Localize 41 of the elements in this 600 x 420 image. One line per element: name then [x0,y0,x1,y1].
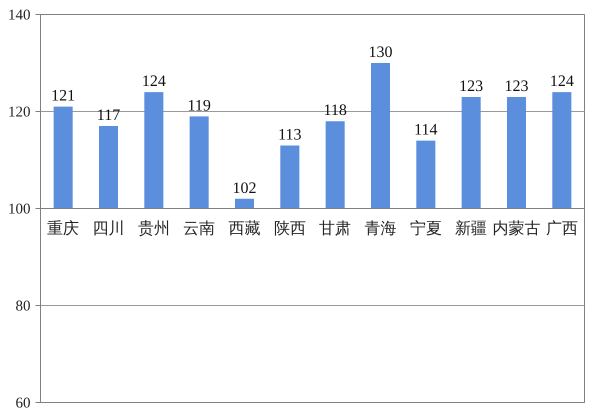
data-label: 123 [459,78,484,95]
x-tick-label: 新疆 [455,220,488,238]
bar [326,121,345,208]
bar [190,116,209,208]
bar [144,92,164,208]
x-tick-label: 宁夏 [410,220,442,238]
data-label: 124 [142,73,166,90]
bar [280,145,300,208]
data-label: 102 [232,180,256,197]
bar [98,126,118,208]
data-label: 118 [323,102,347,120]
data-label: 113 [278,126,302,144]
data-label: 124 [550,73,574,90]
x-tick-label: 青海 [364,220,396,238]
bar [506,96,526,208]
data-label: 114 [414,122,438,139]
y-tick-label: 140 [8,8,30,24]
x-tick-label: 西藏 [228,220,260,238]
x-tick-label: 陕西 [274,220,306,238]
y-tick-label: 80 [16,298,30,314]
x-tick-label: 云南 [183,220,216,238]
x-tick-label: 重庆 [47,220,80,238]
x-tick-label: 内蒙古 [492,220,540,238]
x-tick-label: 四川 [92,220,124,238]
x-tick-label: 甘肃 [319,220,352,238]
y-tick-label: 120 [8,104,30,120]
x-tick-label: 贵州 [138,220,170,238]
bar [234,198,254,208]
y-tick-label: 60 [16,396,30,412]
bar [370,63,390,208]
bar [462,96,481,208]
data-label: 123 [504,78,528,95]
bar [416,140,436,208]
data-label: 121 [51,88,76,105]
data-label: 130 [368,44,392,61]
x-tick-label: 广西 [546,220,578,238]
bar [552,92,572,208]
y-tick-label: 100 [8,202,30,218]
data-label: 117 [96,107,120,124]
bar [54,106,73,208]
data-label: 119 [187,97,211,114]
